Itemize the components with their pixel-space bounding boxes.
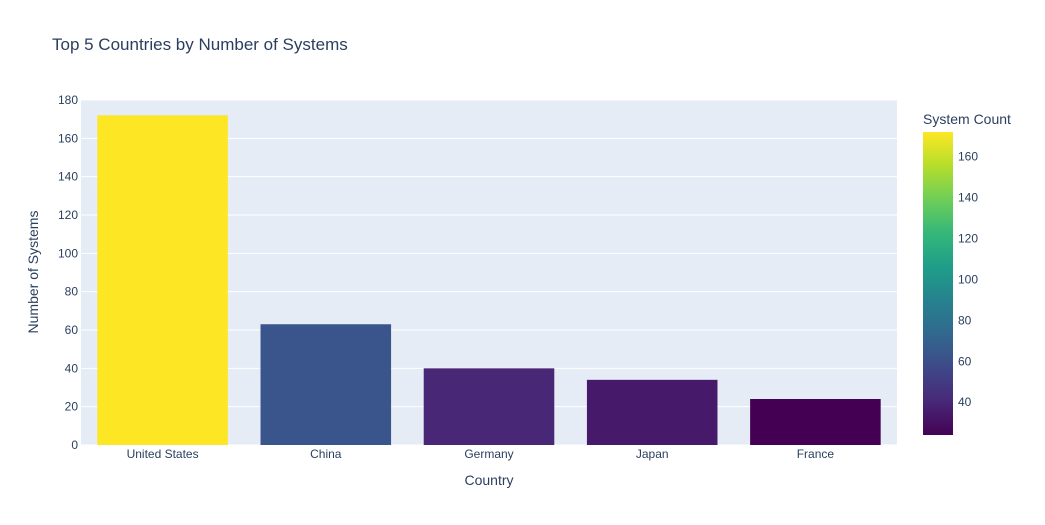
bar <box>260 324 392 445</box>
colorbar-ticks: 40 60 80 100 120 140 160 <box>958 150 978 410</box>
y-tick-label: 120 <box>58 208 78 222</box>
y-tick-label: 100 <box>58 246 78 260</box>
y-tick-label: 80 <box>65 285 79 299</box>
x-axis-ticks: United States China Germany Japan France <box>127 447 835 461</box>
y-tick-label: 20 <box>65 400 79 414</box>
colorbar-title: System Count <box>923 111 1011 127</box>
colorbar-tick-label: 120 <box>958 231 978 245</box>
bars <box>97 115 881 445</box>
y-tick-label: 160 <box>58 131 78 145</box>
y-tick-label: 0 <box>71 438 78 452</box>
y-tick-label: 140 <box>58 170 78 184</box>
y-tick-label: 40 <box>65 361 79 375</box>
colorbar-tick-label: 80 <box>958 313 972 327</box>
bar <box>97 115 228 445</box>
colorbar-tick-label: 100 <box>958 272 978 286</box>
colorbar-tick-label: 40 <box>958 395 972 409</box>
colorbar-tick-label: 160 <box>958 150 978 164</box>
x-tick-label: China <box>310 447 342 461</box>
bar <box>423 368 555 445</box>
chart-title: Top 5 Countries by Number of Systems <box>52 35 348 54</box>
colorbar-tick-label: 60 <box>958 354 972 368</box>
x-tick-label: United States <box>127 447 199 461</box>
colorbar <box>923 132 953 435</box>
y-axis-ticks: 0 20 40 60 80 100 120 140 160 180 <box>58 93 78 452</box>
x-tick-label: France <box>797 447 835 461</box>
x-tick-label: Germany <box>464 447 513 461</box>
bar <box>586 379 718 445</box>
bar <box>750 399 881 445</box>
x-tick-label: Japan <box>636 447 669 461</box>
colorbar-tick-label: 140 <box>958 191 978 205</box>
x-axis-title: Country <box>464 472 513 488</box>
y-axis-title: Number of Systems <box>25 211 41 334</box>
y-tick-label: 60 <box>65 323 79 337</box>
y-tick-label: 180 <box>58 93 78 107</box>
